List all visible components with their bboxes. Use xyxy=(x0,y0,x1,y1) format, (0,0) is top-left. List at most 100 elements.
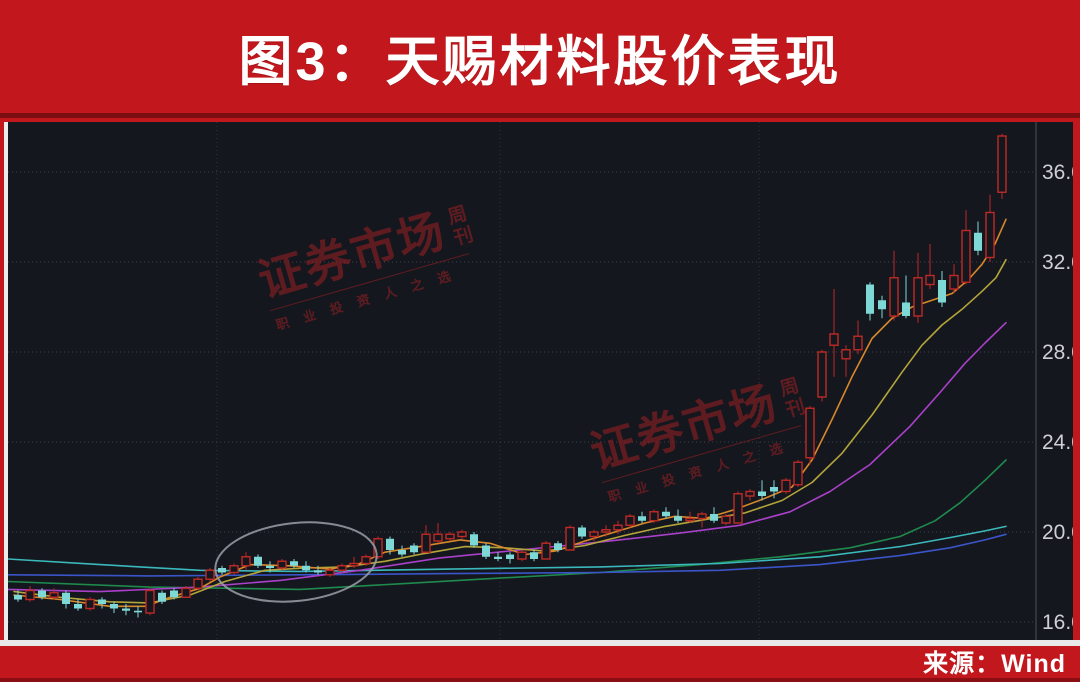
candle-down xyxy=(902,302,910,316)
candle-down xyxy=(770,487,778,492)
candle-up xyxy=(997,135,1007,193)
candle-up xyxy=(793,461,803,486)
candle-up xyxy=(601,529,611,533)
candle-down xyxy=(578,527,586,537)
y-axis-tick-label: 16.0 xyxy=(1042,611,1073,634)
candle-down xyxy=(302,565,310,571)
candle-down xyxy=(134,610,142,613)
candle-down xyxy=(482,545,490,557)
candle-up xyxy=(361,556,371,565)
candle-down xyxy=(506,554,514,559)
candle-down xyxy=(938,280,946,303)
candle-down xyxy=(122,608,130,611)
ma-line-orange xyxy=(13,218,1007,608)
chart-bottom-border xyxy=(0,640,1080,646)
chart-panel: 36.032.028.024.020.016.0 证券市场 周刊 职业投资人之选… xyxy=(4,122,1073,640)
candle-up xyxy=(889,277,899,317)
figure-header: 图3：天赐材料股价表现 xyxy=(0,0,1080,118)
y-axis-tick-label: 36.0 xyxy=(1042,161,1073,184)
candle-down xyxy=(410,545,418,553)
candle-up xyxy=(445,533,455,540)
candle-down xyxy=(14,595,22,600)
candle-down xyxy=(530,552,538,559)
candle-up xyxy=(433,533,443,542)
candle-up xyxy=(613,524,623,531)
candle-down xyxy=(158,592,166,602)
candle-up xyxy=(745,490,755,497)
candle-down xyxy=(398,550,406,555)
candle-down xyxy=(170,590,178,598)
y-axis-tick-label: 24.0 xyxy=(1042,431,1073,454)
candle-down xyxy=(494,556,502,559)
y-axis-tick-label: 28.0 xyxy=(1042,341,1073,364)
candle-down xyxy=(290,561,298,566)
candle-down xyxy=(74,604,82,609)
candle-down xyxy=(554,543,562,550)
candle-up xyxy=(241,556,251,567)
candle-down xyxy=(386,538,394,550)
source-bar: 来源：Wind xyxy=(0,646,1080,678)
candle-up xyxy=(841,349,851,360)
candle-down xyxy=(662,511,670,517)
candle-down xyxy=(62,592,70,604)
candle-down xyxy=(314,570,322,573)
candle-up xyxy=(853,335,863,351)
candle-up xyxy=(565,526,575,551)
candle-up xyxy=(145,589,155,614)
candle-down xyxy=(674,516,682,521)
candle-up xyxy=(685,517,695,522)
candle-up xyxy=(181,587,191,598)
candle-up xyxy=(829,333,839,346)
candle-up xyxy=(277,560,287,569)
candle-up xyxy=(421,533,431,553)
candle-up xyxy=(625,515,635,526)
candle-up xyxy=(805,407,815,459)
candle-up xyxy=(229,565,239,574)
candle-up xyxy=(541,542,551,560)
candle-down xyxy=(710,514,718,521)
bottom-border xyxy=(0,678,1080,682)
candle-down xyxy=(110,604,118,609)
candle-up xyxy=(517,551,527,560)
candle-up xyxy=(721,515,731,524)
candle-up xyxy=(373,538,383,558)
kline-chart: 36.0 32.0 28.0 24.0 20.0 16.0 xyxy=(8,122,1073,640)
candle-up xyxy=(913,277,923,317)
source-label: 来源：Wind xyxy=(923,650,1066,678)
candle-up xyxy=(985,211,995,259)
ma-line-purple xyxy=(8,321,1007,593)
candle-up xyxy=(733,493,743,524)
ma-line-cyan xyxy=(8,525,1007,573)
y-axis-tick-label: 20.0 xyxy=(1042,521,1073,544)
candle-up xyxy=(49,592,59,598)
candle-down xyxy=(98,599,106,604)
candle-down xyxy=(638,516,646,521)
candle-down xyxy=(758,491,766,496)
candle-up xyxy=(193,578,203,589)
candle-down xyxy=(266,565,274,568)
candle-up xyxy=(589,531,599,538)
candle-down xyxy=(866,284,874,314)
candle-up xyxy=(457,531,467,538)
candle-up xyxy=(337,565,347,571)
candle-up xyxy=(325,569,335,576)
candle-up xyxy=(349,562,359,567)
y-axis-tick-label: 32.0 xyxy=(1042,251,1073,274)
ma-line-green xyxy=(8,459,1007,591)
candle-up xyxy=(817,351,827,398)
candle-up xyxy=(925,274,935,286)
candle-up xyxy=(25,589,35,601)
ma-line-yellow xyxy=(13,258,1007,604)
candle-up xyxy=(649,511,659,522)
figure-title: 图3：天赐材料股价表现 xyxy=(238,32,842,92)
candle-up xyxy=(85,598,95,610)
candle-up xyxy=(697,513,707,520)
candle-down xyxy=(974,232,982,251)
candle-down xyxy=(254,556,262,566)
candle-down xyxy=(218,568,226,573)
candle-up xyxy=(961,229,971,283)
candle-down xyxy=(878,300,886,310)
candle-up xyxy=(781,479,791,493)
candle-up xyxy=(205,569,215,580)
